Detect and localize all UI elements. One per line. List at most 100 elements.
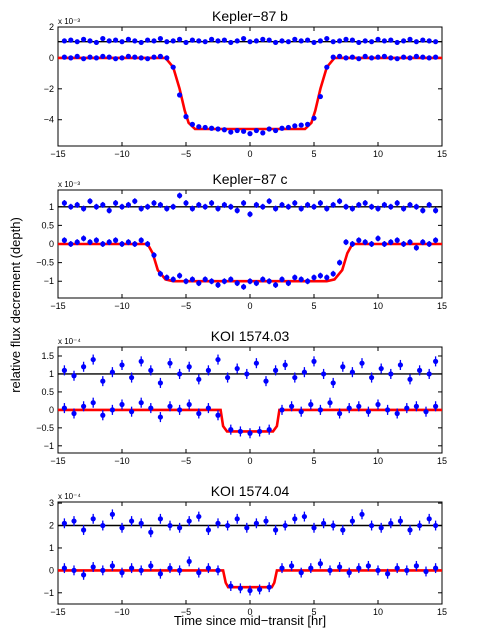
data-point bbox=[189, 37, 195, 43]
data-point bbox=[138, 39, 144, 46]
data-point bbox=[381, 53, 387, 59]
data-point bbox=[433, 39, 439, 45]
data-point bbox=[378, 365, 384, 372]
data-point bbox=[119, 362, 125, 368]
data-point bbox=[119, 401, 125, 408]
data-point bbox=[426, 202, 432, 208]
data-point bbox=[234, 516, 240, 522]
data-point bbox=[177, 407, 183, 413]
data-point bbox=[183, 39, 189, 46]
data-point bbox=[221, 202, 227, 208]
x-tick-label: 15 bbox=[437, 301, 447, 311]
data-point bbox=[71, 567, 77, 573]
data-point bbox=[237, 585, 243, 591]
data-point bbox=[337, 564, 343, 570]
data-point bbox=[305, 202, 311, 208]
data-point bbox=[349, 206, 355, 212]
data-point bbox=[244, 525, 250, 531]
data-point bbox=[292, 36, 298, 42]
data-point bbox=[407, 376, 413, 382]
data-point bbox=[378, 525, 384, 531]
data-point bbox=[279, 202, 285, 208]
transit-points bbox=[61, 397, 439, 439]
data-point bbox=[253, 202, 259, 208]
data-point bbox=[330, 380, 336, 386]
data-point bbox=[407, 55, 413, 61]
data-point bbox=[148, 405, 154, 411]
reference-points bbox=[61, 192, 439, 218]
data-point bbox=[87, 239, 93, 245]
x-tick-label: −15 bbox=[50, 456, 65, 466]
data-point bbox=[68, 55, 74, 61]
data-point bbox=[215, 567, 221, 573]
data-point bbox=[423, 568, 429, 575]
data-point bbox=[285, 280, 291, 286]
data-point bbox=[324, 274, 330, 281]
y-multiplier: x 10⁻³ bbox=[58, 17, 80, 26]
data-point bbox=[317, 93, 323, 100]
data-point bbox=[301, 513, 307, 520]
data-point bbox=[228, 276, 234, 282]
y-tick-label: 3 bbox=[49, 498, 54, 508]
y-tick-label: 0.5 bbox=[41, 220, 54, 230]
x-tick-label: −10 bbox=[114, 149, 129, 159]
data-point bbox=[61, 54, 67, 60]
data-point bbox=[132, 241, 138, 247]
data-point bbox=[356, 403, 362, 409]
x-tick-label: 0 bbox=[247, 607, 252, 617]
y-tick-label: 2 bbox=[49, 22, 54, 32]
data-point bbox=[321, 520, 327, 526]
data-point bbox=[330, 54, 336, 60]
data-point bbox=[100, 378, 106, 384]
data-point bbox=[145, 204, 151, 210]
data-point bbox=[205, 527, 211, 533]
data-point bbox=[417, 367, 423, 373]
data-point bbox=[164, 55, 170, 61]
data-point bbox=[257, 586, 263, 593]
data-point bbox=[234, 38, 240, 44]
data-point bbox=[289, 403, 295, 409]
data-point bbox=[106, 38, 112, 44]
x-tick-label: 10 bbox=[373, 607, 383, 617]
y-tick-label: 1 bbox=[49, 369, 54, 379]
data-point bbox=[401, 206, 407, 212]
model-curve bbox=[58, 408, 442, 433]
data-point bbox=[148, 563, 154, 569]
data-point bbox=[228, 39, 234, 46]
data-point bbox=[157, 414, 163, 420]
data-point bbox=[241, 284, 247, 290]
data-point bbox=[317, 561, 323, 567]
data-point bbox=[279, 276, 285, 282]
data-point bbox=[298, 122, 304, 128]
data-point bbox=[68, 37, 74, 43]
data-point bbox=[167, 403, 173, 409]
data-point bbox=[119, 570, 125, 576]
data-point bbox=[170, 38, 176, 44]
data-point bbox=[81, 364, 87, 370]
data-point bbox=[253, 360, 259, 366]
x-tick-label: 15 bbox=[437, 456, 447, 466]
data-point bbox=[125, 239, 131, 245]
data-point bbox=[385, 571, 391, 577]
data-point bbox=[68, 241, 74, 247]
x-tick-label: 5 bbox=[311, 301, 316, 311]
data-point bbox=[106, 239, 112, 245]
data-point bbox=[260, 36, 266, 42]
data-point bbox=[282, 522, 288, 529]
data-point bbox=[413, 245, 419, 251]
x-tick-label: 10 bbox=[373, 149, 383, 159]
data-point bbox=[189, 121, 195, 127]
data-point bbox=[273, 206, 279, 212]
data-point bbox=[317, 38, 323, 44]
data-point bbox=[125, 36, 131, 42]
data-point bbox=[189, 276, 195, 282]
data-point bbox=[401, 38, 407, 44]
y-tick-label: 0.5 bbox=[41, 387, 54, 397]
data-point bbox=[356, 39, 362, 46]
y-tick-label: 2 bbox=[49, 521, 54, 531]
data-point bbox=[157, 202, 163, 208]
data-point bbox=[394, 237, 400, 243]
data-point bbox=[343, 204, 349, 210]
data-point bbox=[81, 206, 87, 212]
y-tick-label: 1 bbox=[49, 543, 54, 553]
